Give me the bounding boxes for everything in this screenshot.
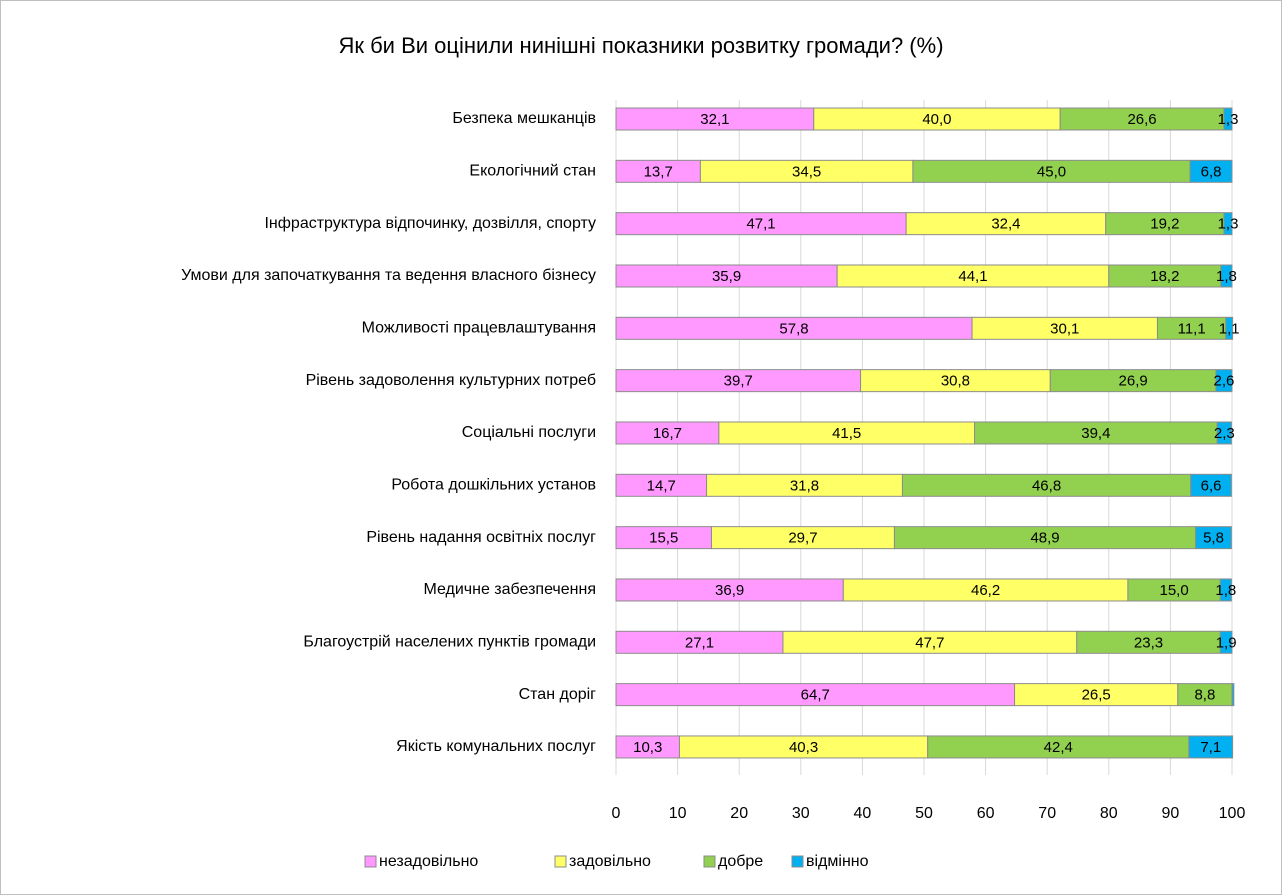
data-label: 18,2 [1150, 268, 1179, 285]
data-label: 6,8 [1201, 163, 1222, 180]
data-label: 26,5 [1082, 687, 1111, 704]
x-tick-label: 0 [612, 805, 621, 822]
bar-segment [1216, 421, 1232, 445]
data-label: 1,3 [1218, 216, 1239, 233]
y-tick-label: Безпека мешканців [452, 110, 596, 127]
legend-label: незадовільно [379, 853, 478, 870]
y-tick-label: Соціальні послуги [462, 424, 596, 441]
data-label: 1,3 [1218, 111, 1239, 128]
y-tick-label: Умови для започаткування та ведення влас… [181, 267, 596, 284]
x-tick-label: 80 [1100, 805, 1118, 822]
data-label: 27,1 [685, 634, 714, 651]
x-tick-label: 60 [977, 805, 995, 822]
data-label: 2,3 [1214, 425, 1235, 442]
data-label: 44,1 [958, 268, 987, 285]
data-label: 2,6 [1214, 373, 1235, 390]
data-label: 46,8 [1032, 477, 1061, 494]
x-tick-label: 70 [1038, 805, 1056, 822]
data-label: 31,8 [790, 477, 819, 494]
data-label: 34,5 [792, 163, 821, 180]
bar-segment [1225, 316, 1234, 340]
data-label: 30,1 [1050, 320, 1079, 337]
data-label: 42,4 [1044, 739, 1073, 756]
x-tick-label: 40 [854, 805, 872, 822]
data-label: 35,9 [712, 268, 741, 285]
y-tick-label: Благоустрій населених пунктів громади [303, 634, 596, 651]
data-label: 32,1 [700, 111, 729, 128]
bar-segment [1219, 630, 1233, 654]
data-label: 1,8 [1216, 268, 1237, 285]
legend-label: задовільно [569, 853, 651, 870]
data-label: 1,8 [1215, 582, 1236, 599]
data-label: 1,9 [1216, 634, 1237, 651]
data-label: 26,9 [1119, 373, 1148, 390]
y-tick-label: Рівень задоволення культурних потреб [306, 372, 596, 389]
bar-segment [1190, 473, 1232, 497]
y-tick-label: Робота дошкільних установ [391, 477, 596, 494]
data-label: 6,6 [1201, 477, 1222, 494]
chart-title: Як би Ви оцінили нинішні показники розви… [338, 33, 943, 58]
data-label: 10,3 [633, 739, 662, 756]
data-label: 29,7 [788, 530, 817, 547]
data-label: 57,8 [779, 320, 808, 337]
x-tick-label: 100 [1219, 805, 1246, 822]
data-label: 64,7 [801, 687, 830, 704]
bar-segment [1219, 578, 1232, 602]
legend-swatch [554, 855, 567, 868]
bar-segment [1215, 369, 1233, 393]
bar-segment [1220, 264, 1233, 288]
x-tick-label: 50 [915, 805, 933, 822]
data-label: 5,8 [1203, 530, 1224, 547]
y-tick-label: Стан доріг [519, 686, 597, 703]
data-label: 47,1 [746, 216, 775, 233]
bar-segment [1189, 159, 1233, 183]
legend-swatch [791, 855, 804, 868]
data-label: 11,1 [1178, 320, 1206, 337]
data-label: 26,6 [1127, 111, 1156, 128]
x-tick-label: 20 [730, 805, 748, 822]
y-tick-label: Рівень надання освітніх послуг [366, 529, 596, 546]
data-label: 1,1 [1219, 320, 1240, 337]
data-label: 39,7 [724, 373, 753, 390]
data-label: 23,3 [1134, 634, 1163, 651]
y-tick-label: Екологічний стан [469, 163, 596, 180]
data-label: 40,0 [922, 111, 951, 128]
bar-segment [1231, 683, 1235, 707]
y-tick-label: Можливості працевлаштування [362, 320, 596, 337]
data-label: 16,7 [653, 425, 682, 442]
data-label: 15,5 [649, 530, 678, 547]
data-label: 7,1 [1200, 739, 1221, 756]
data-label: 39,4 [1081, 425, 1110, 442]
data-label: 45,0 [1037, 163, 1066, 180]
data-label: 30,8 [941, 373, 970, 390]
legend-label: добре [718, 853, 763, 870]
bar-segment [1223, 212, 1233, 236]
bar-segment [1223, 107, 1233, 131]
legend-swatch [364, 855, 377, 868]
legend-label: відмінно [806, 853, 869, 870]
data-label: 8,8 [1194, 687, 1215, 704]
x-tick-label: 90 [1162, 805, 1180, 822]
y-tick-label: Якість комунальних послуг [396, 738, 596, 755]
data-label: 47,7 [915, 634, 944, 651]
x-tick-label: 10 [669, 805, 687, 822]
data-label: 13,7 [644, 163, 673, 180]
data-label: 48,9 [1030, 530, 1059, 547]
y-tick-label: Інфраструктура відпочинку, дозвілля, спо… [264, 215, 596, 232]
x-tick-label: 30 [792, 805, 810, 822]
data-label: 32,4 [991, 216, 1020, 233]
y-tick-label: Медичне забезпечення [423, 581, 596, 598]
legend-swatch [703, 855, 716, 868]
data-label: 19,2 [1150, 216, 1179, 233]
data-label: 41,5 [832, 425, 861, 442]
bar-segment [1195, 526, 1232, 550]
bar-segment [1188, 735, 1234, 759]
data-label: 36,9 [715, 582, 744, 599]
data-label: 46,2 [971, 582, 1000, 599]
data-label: 40,3 [789, 739, 818, 756]
data-label: 14,7 [647, 477, 676, 494]
data-label: 15,0 [1159, 582, 1188, 599]
